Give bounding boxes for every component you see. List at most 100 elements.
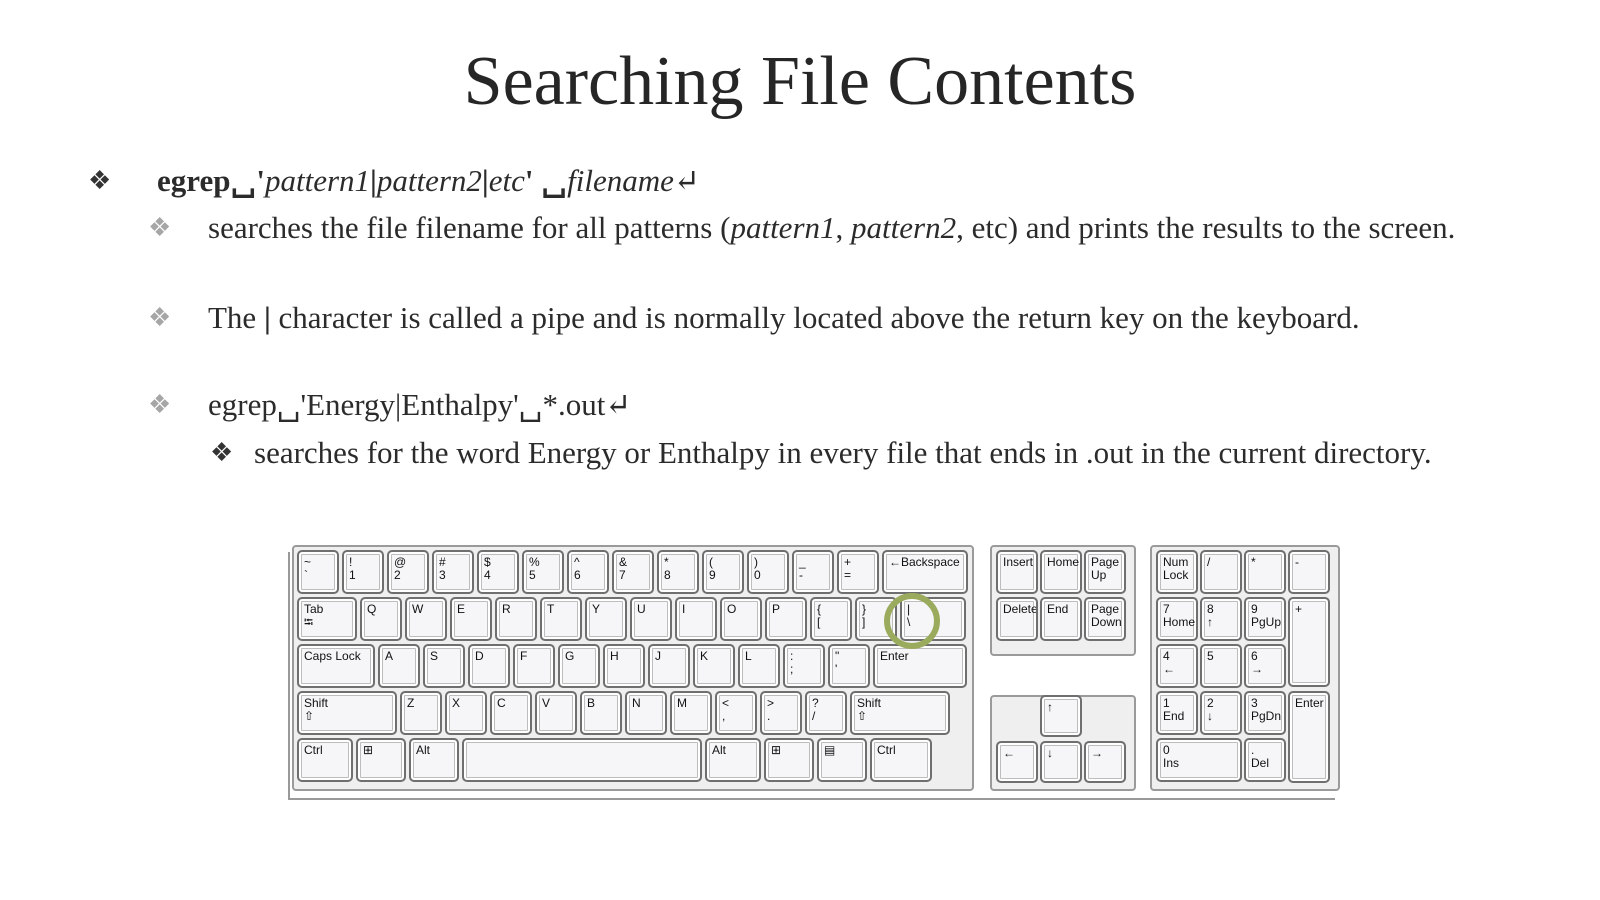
keyboard-key: → xyxy=(1084,741,1126,783)
bullet-icon: ❖ xyxy=(148,303,172,332)
keyboard-image-frame xyxy=(288,552,1335,800)
keyboard-key: 2 ↓ xyxy=(1200,691,1242,735)
keyboard-key: End xyxy=(1040,597,1082,641)
keyboard-key: ( 9 xyxy=(702,550,744,594)
keyboard-key: . Del xyxy=(1244,738,1286,782)
keyboard-key: K xyxy=(693,644,735,688)
keyboard-key: L xyxy=(738,644,780,688)
keyboard-key: X xyxy=(445,691,487,735)
keyboard-key: ⊞ xyxy=(764,738,814,782)
text-run: ' xyxy=(524,163,534,198)
text-run: searches for the word Energy or Enthalpy… xyxy=(254,435,1432,470)
keyboard-key: E xyxy=(450,597,492,641)
bullet-item: The | character is called a pipe and is … xyxy=(208,298,1548,338)
keyboard-key: ⊞ xyxy=(356,738,406,782)
keyboard-key: 7 Home xyxy=(1156,597,1198,641)
keyboard-key: Ctrl xyxy=(297,738,353,782)
text-run: pattern1 xyxy=(264,163,371,198)
keyboard-key: { [ xyxy=(810,597,852,641)
keyboard-key: Alt xyxy=(705,738,761,782)
text-run: searches the file filename for all patte… xyxy=(208,210,731,245)
keyboard-key: Page Up xyxy=(1084,550,1126,594)
keyboard-key: G xyxy=(558,644,600,688)
keyboard-key: & 7 xyxy=(612,550,654,594)
keyboard-key: I xyxy=(675,597,717,641)
keyboard-key: * 8 xyxy=(657,550,699,594)
keyboard-key: D xyxy=(468,644,510,688)
bullet-item: egrep␣'pattern1|pattern2|etc' ␣filename↵ xyxy=(157,161,700,201)
text-run: , etc) and prints the results to the scr… xyxy=(956,210,1456,245)
keyboard-key: 6 → xyxy=(1244,644,1286,688)
keyboard-key: 1 End xyxy=(1156,691,1198,735)
keyboard-key: C xyxy=(490,691,532,735)
text-run: | xyxy=(481,163,489,198)
text-run: ↵ xyxy=(673,163,700,198)
keyboard-key: ▤ xyxy=(817,738,867,782)
keyboard-key: H xyxy=(603,644,645,688)
keyboard-key: J xyxy=(648,644,690,688)
keyboard-key: R xyxy=(495,597,537,641)
keyboard-key: + xyxy=(1288,597,1330,687)
slide-title: Searching File Contents xyxy=(463,43,1137,120)
keyboard-key: 4 ← xyxy=(1156,644,1198,688)
keyboard-key: Num Lock xyxy=(1156,550,1198,594)
text-run: pattern2 xyxy=(376,163,482,198)
keyboard-key: * xyxy=(1244,550,1286,594)
keyboard-key: Tab ⭾ xyxy=(297,597,357,641)
keyboard-key: Shift ⇧ xyxy=(297,691,397,735)
bullet-item: egrep␣'Energy|Enthalpy'␣*.out↵ xyxy=(208,385,631,425)
keyboard-key: T xyxy=(540,597,582,641)
keyboard-key: ? / xyxy=(805,691,847,735)
text-run: etc xyxy=(488,163,525,198)
text-run: , xyxy=(835,210,852,245)
keyboard-key: ↓ xyxy=(1040,741,1082,783)
keyboard-key: $ 4 xyxy=(477,550,519,594)
keyboard-key: 0 Ins xyxy=(1156,738,1242,782)
bullet-icon: ❖ xyxy=(148,390,172,419)
keyboard-key: Y xyxy=(585,597,627,641)
keyboard-key: N xyxy=(625,691,667,735)
keyboard-key: Alt xyxy=(409,738,459,782)
keyboard-key: Q xyxy=(360,597,402,641)
keyboard-key: 5 xyxy=(1200,644,1242,688)
keyboard-key: O xyxy=(720,597,762,641)
bullet-icon: ❖ xyxy=(210,438,234,467)
keyboard-key: Enter xyxy=(873,644,967,688)
keyboard-key: - xyxy=(1288,550,1330,594)
keyboard-key: > . xyxy=(760,691,802,735)
keyboard-key: 3 PgDn xyxy=(1244,691,1286,735)
keyboard-key: : ; xyxy=(783,644,825,688)
keyboard-key: Enter xyxy=(1288,691,1330,783)
keyboard-key: ↑ xyxy=(1040,695,1082,737)
keyboard-key: Shift ⇧ xyxy=(850,691,950,735)
text-run: ␣ xyxy=(533,163,568,198)
bullet-item: searches for the word Energy or Enthalpy… xyxy=(254,433,1554,473)
text-run: character is called a pipe and is normal… xyxy=(270,300,1360,335)
keyboard-key: Z xyxy=(400,691,442,735)
text-run: filename xyxy=(567,163,674,198)
text-run: egrep xyxy=(157,163,231,198)
keyboard-key: U xyxy=(630,597,672,641)
keyboard-key: _ - xyxy=(792,550,834,594)
keyboard-key: + = xyxy=(837,550,879,594)
keyboard-key: A xyxy=(378,644,420,688)
keyboard-key: Caps Lock xyxy=(297,644,375,688)
keyboard-key: @ 2 xyxy=(387,550,429,594)
keyboard-key: / xyxy=(1200,550,1242,594)
keyboard-key: W xyxy=(405,597,447,641)
keyboard-key: Home xyxy=(1040,550,1082,594)
pipe-key-highlight-circle xyxy=(884,593,940,649)
keyboard-key: M xyxy=(670,691,712,735)
keyboard-key: Page Down xyxy=(1084,597,1126,641)
text-run: pattern2 xyxy=(851,210,957,245)
keyboard-key: ^ 6 xyxy=(567,550,609,594)
keyboard-key: V xyxy=(535,691,577,735)
keyboard-key: 9 PgUp xyxy=(1244,597,1286,641)
text-run: The xyxy=(208,300,264,335)
text-run: | xyxy=(263,300,271,335)
keyboard-key: " ' xyxy=(828,644,870,688)
bullet-icon: ❖ xyxy=(88,166,112,195)
keyboard-key: % 5 xyxy=(522,550,564,594)
keyboard-key: B xyxy=(580,691,622,735)
bullet-icon: ❖ xyxy=(148,213,172,242)
